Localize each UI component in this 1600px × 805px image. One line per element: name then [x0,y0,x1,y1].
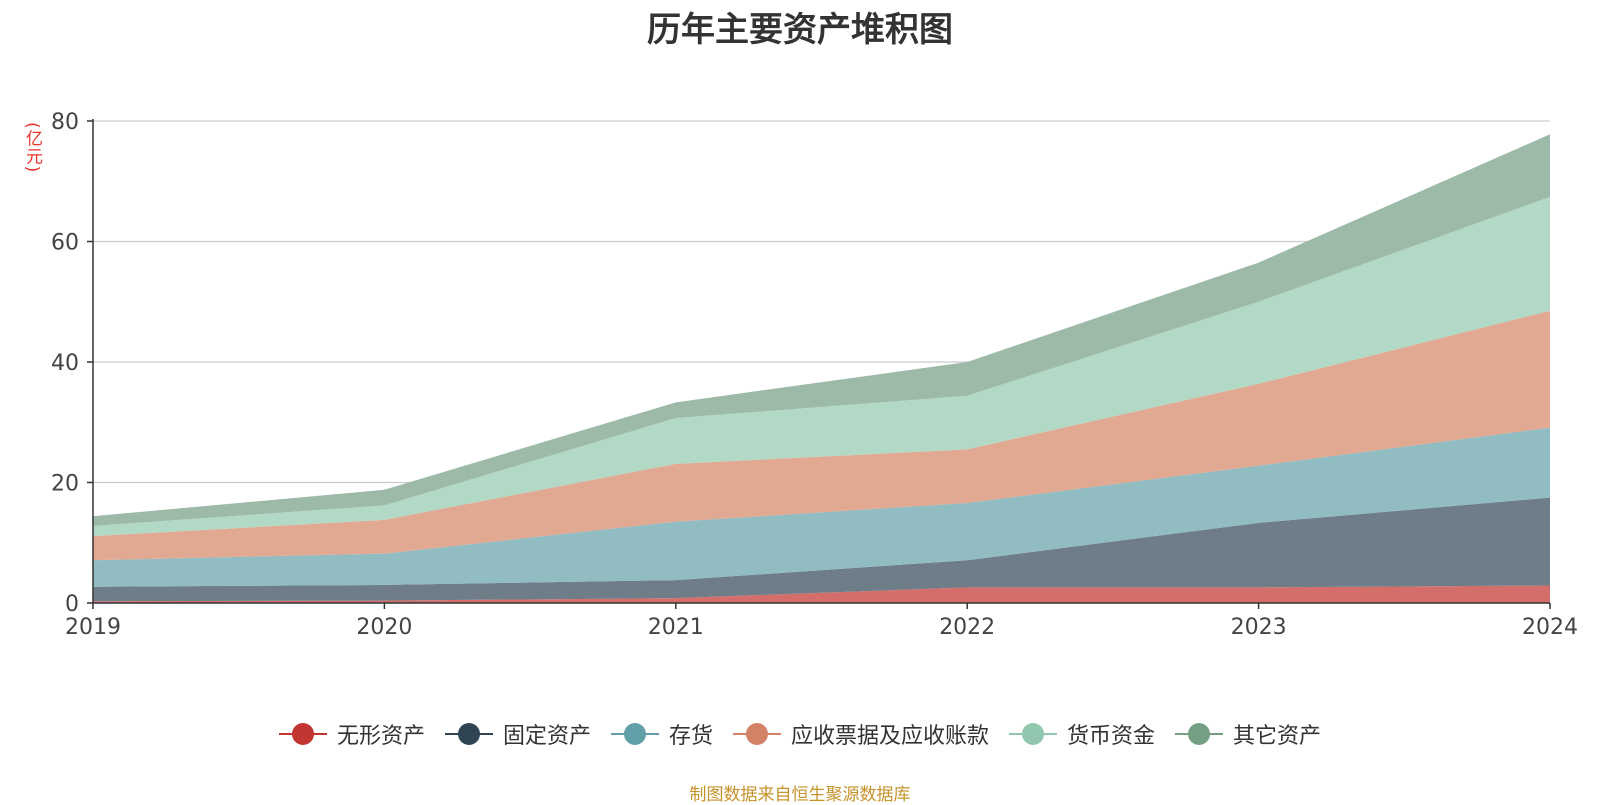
legend-marker-icon [1009,722,1058,746]
x-tick-label: 2020 [356,615,412,640]
chart-legend: 无形资产 固定资产 存货 应收票据及应收账款 货币资金 其它资产 [0,718,1600,750]
x-tick-label: 2024 [1522,615,1578,640]
legend-item[interactable]: 存货 [610,718,713,750]
x-tick-label: 2019 [65,615,121,640]
legend-label: 其它资产 [1233,724,1322,749]
area-series-2 [93,497,1550,602]
y-tick-label: 0 [65,592,79,617]
legend-label: 货币资金 [1067,724,1156,749]
legend-marker-icon [444,722,493,746]
data-source-note: 制图数据来自恒生聚源数据库 [689,785,911,805]
chart-title: 历年主要资产堆积图 [647,10,953,50]
legend-item[interactable]: 无形资产 [278,718,425,750]
legend-label: 存货 [668,724,713,749]
legend-item[interactable]: 应收票据及应收账款 [733,718,989,750]
legend-item[interactable]: 固定资产 [444,718,591,750]
x-tick-label: 2023 [1231,615,1287,640]
legend-item[interactable]: 其它资产 [1175,718,1321,750]
y-tick-label: 40 [51,351,79,376]
legend-marker-icon [278,722,327,746]
x-tick-label: 2021 [648,615,704,640]
legend-marker-icon [610,722,659,746]
legend-marker-icon [733,722,781,746]
x-tick-label: 2022 [939,615,995,640]
area-series-3 [93,427,1550,587]
legend-marker-icon [1175,722,1224,746]
y-axis-unit-label: (亿元) [22,122,42,174]
legend-label: 固定资产 [502,724,591,749]
area-series-1 [93,585,1550,603]
area-series-4 [93,310,1550,561]
legend-item[interactable]: 货币资金 [1009,718,1155,750]
legend-label: 应收票据及应收账款 [791,724,990,749]
y-tick-label: 20 [51,472,79,497]
area-series-5 [93,196,1550,537]
y-tick-label: 80 [51,110,79,135]
legend-label: 无形资产 [336,724,425,749]
y-tick-label: 60 [51,231,79,256]
